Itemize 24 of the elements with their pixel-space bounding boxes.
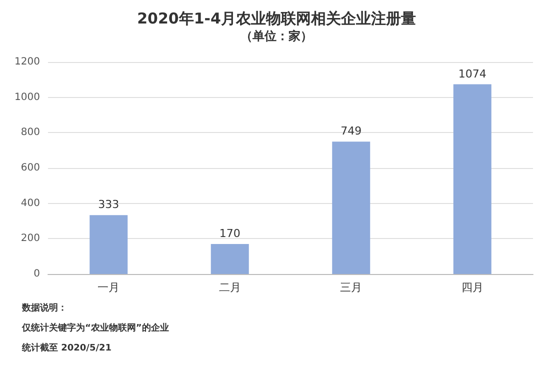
y-tick-label: 800 [20,127,40,138]
bar [210,244,249,274]
y-tick-label: 600 [20,162,40,174]
data-label: 749 [340,124,362,138]
x-tick-label: 二月 [218,281,241,294]
chart-subtitle: （单位：家） [240,29,312,43]
chart-title: 2020年1-4月农业物联网相关企业注册量 [137,10,416,28]
x-tick-label: 四月 [461,281,484,294]
text: 数据说明： [21,302,67,314]
y-tick-label: 400 [20,198,40,209]
y-tick-label: 200 [20,233,40,244]
x-tick-label: 一月 [98,281,120,294]
y-tick-label: 0 [34,268,40,280]
bar [90,215,128,274]
data-label: 333 [98,198,120,212]
data-label: 1074 [458,67,486,80]
text: 仅统计关键字为“农业物联网”的企业 [21,322,169,334]
y-tick-label: 1200 [14,56,40,68]
bar [332,142,370,274]
text: 统计截至 2020/5/21 [21,342,112,354]
y-tick-label: 1000 [14,92,40,103]
x-tick-label: 三月 [340,281,362,294]
bar [453,84,492,274]
data-label: 170 [219,226,240,240]
